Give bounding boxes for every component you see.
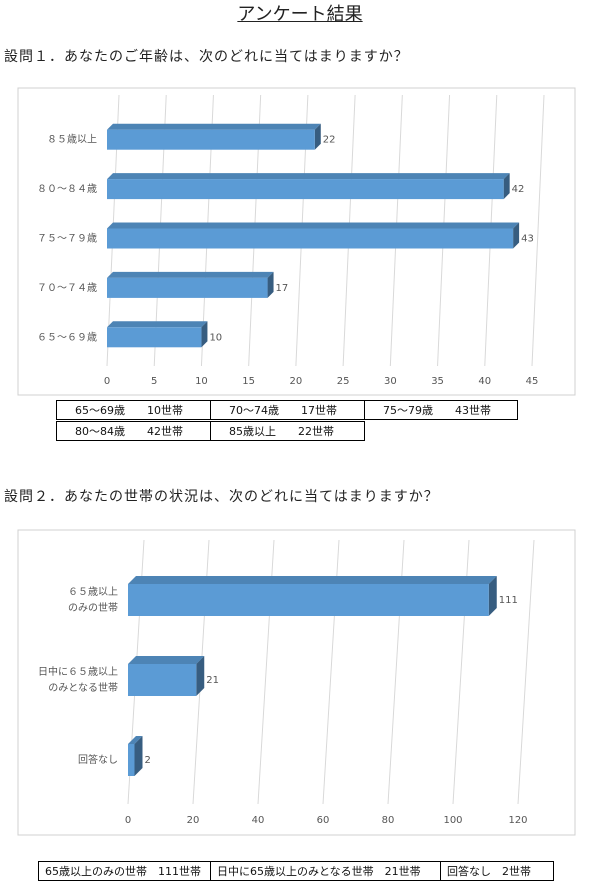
bar-side bbox=[314, 123, 321, 150]
x-tick-label: 60 bbox=[317, 815, 330, 826]
bar-side bbox=[196, 656, 205, 696]
question: 設問２．あなたの世帯の状況は、次のどれに当てはまりますか？ bbox=[4, 489, 439, 505]
x-tick-label: 25 bbox=[337, 376, 350, 387]
table-cell: 回答なし 2世帯 bbox=[440, 861, 554, 881]
x-tick-label: 20 bbox=[290, 376, 303, 387]
bar-top bbox=[107, 123, 321, 130]
data-label: 43 bbox=[521, 234, 534, 245]
bar-top bbox=[128, 736, 143, 744]
x-tick-label: 30 bbox=[384, 376, 397, 387]
x-tick-label: 40 bbox=[252, 815, 265, 826]
x-tick-label: 5 bbox=[151, 376, 157, 387]
y-tick-label: ８０～８４歳 bbox=[37, 183, 97, 195]
data-label: 22 bbox=[323, 135, 336, 146]
bar bbox=[107, 228, 514, 249]
bar-side bbox=[134, 736, 143, 776]
bar-top bbox=[107, 271, 274, 278]
question: 設問１．あなたのご年齢は、次のどれに当てはまりますか？ bbox=[4, 49, 409, 65]
data-label: 10 bbox=[209, 332, 222, 343]
x-tick-label: 80 bbox=[382, 815, 395, 826]
table-cell: 65歳以上のみの世帯 111世帯 bbox=[38, 861, 211, 881]
data-label: 17 bbox=[276, 283, 289, 294]
data-label: 42 bbox=[512, 184, 525, 195]
table-cell: 日中に65歳以上のみとなる世帯 21世帯 bbox=[210, 861, 441, 881]
bar bbox=[128, 744, 135, 776]
bar-side bbox=[267, 271, 274, 298]
bar-top bbox=[107, 173, 510, 180]
x-tick-label: 35 bbox=[431, 376, 444, 387]
bar-side bbox=[513, 222, 520, 249]
table-cell: 75～79歳 43世帯 bbox=[364, 400, 518, 420]
y-tick-label: ６５歳以上 bbox=[68, 586, 118, 598]
y-tick-label: ６５～６９歳 bbox=[37, 331, 97, 343]
y-tick-label: ７０～７４歳 bbox=[37, 282, 97, 294]
bar bbox=[128, 664, 197, 696]
bar bbox=[128, 584, 489, 616]
bar bbox=[107, 277, 268, 298]
bar-top bbox=[107, 222, 520, 229]
data-label: 2 bbox=[145, 755, 151, 766]
x-tick-label: 0 bbox=[125, 815, 131, 826]
y-tick-label: ７５～７９歳 bbox=[37, 233, 97, 245]
table-cell: 65～69歳 10世帯 bbox=[56, 400, 211, 420]
bar bbox=[107, 327, 202, 348]
bar-side bbox=[488, 576, 497, 616]
y-tick-label: 回答なし bbox=[78, 753, 118, 766]
table-cell: 85歳以上 22世帯 bbox=[210, 421, 365, 441]
x-tick-label: 20 bbox=[187, 815, 200, 826]
table-cell: 70～74歳 17世帯 bbox=[210, 400, 365, 420]
bar-top bbox=[128, 656, 205, 664]
grid-line bbox=[517, 539, 535, 805]
x-tick-label: 40 bbox=[478, 376, 491, 387]
y-tick-label: のみの世帯 bbox=[68, 601, 118, 614]
bar-side bbox=[503, 173, 510, 200]
document-title: アンケート結果 bbox=[237, 4, 363, 25]
x-tick-label: 10 bbox=[195, 376, 208, 387]
y-tick-label: 日中に６５歳以上 bbox=[38, 665, 118, 678]
bar bbox=[107, 129, 315, 150]
bar bbox=[107, 179, 504, 200]
grid-line bbox=[531, 94, 545, 367]
bar-top bbox=[128, 576, 497, 584]
x-tick-label: 0 bbox=[104, 376, 110, 387]
x-tick-label: 100 bbox=[443, 815, 462, 826]
x-tick-label: 15 bbox=[242, 376, 255, 387]
bar-side bbox=[201, 321, 208, 348]
data-label: 111 bbox=[499, 595, 518, 606]
x-tick-label: 120 bbox=[508, 815, 527, 826]
y-tick-label: のみとなる世帯 bbox=[48, 681, 118, 694]
y-tick-label: ８５歳以上 bbox=[47, 134, 97, 146]
data-label: 21 bbox=[206, 675, 219, 686]
x-tick-label: 45 bbox=[526, 376, 539, 387]
bar-top bbox=[107, 321, 208, 328]
table-cell: 80～84歳 42世帯 bbox=[56, 421, 211, 441]
